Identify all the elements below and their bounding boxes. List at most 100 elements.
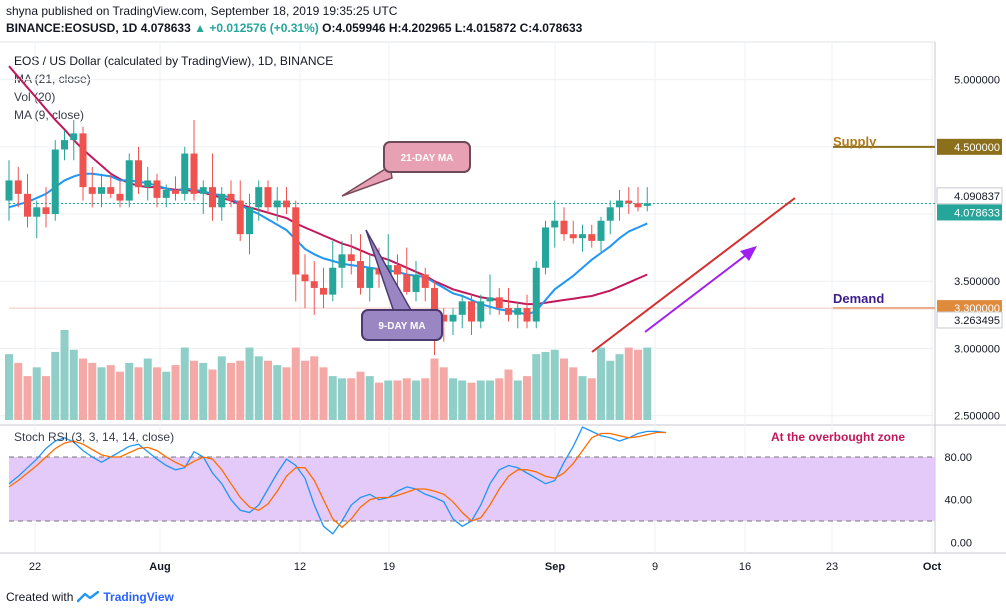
price-label-badge [937, 138, 1002, 155]
volume-bar [208, 369, 217, 420]
candle-body [144, 180, 152, 188]
candle-body [209, 187, 216, 208]
moving-averages [8, 65, 648, 316]
purple-trend-arrow[interactable] [644, 251, 751, 333]
stoch-tick-label: 0.00 [951, 537, 972, 549]
volume-bar [338, 378, 346, 420]
up-arrow-icon: ▲ [194, 21, 206, 35]
stoch-overbought-oversold-zone [9, 456, 935, 522]
volume-bar [97, 367, 106, 420]
candle-body [264, 187, 272, 208]
publisher-line: shyna published on TradingView.com, Sept… [6, 4, 398, 18]
supply-label: Supply [833, 134, 877, 149]
candle-body [181, 153, 189, 194]
candle-body [440, 314, 448, 322]
candle-body [292, 207, 300, 275]
candle-body [569, 234, 577, 239]
price-tick-label: 3.000000 [954, 343, 1000, 355]
candle-body [588, 234, 596, 241]
volume-bar [365, 376, 374, 420]
symbol-label[interactable]: BINANCE:EOSUSD, 1D [6, 21, 138, 35]
ma9-callout-label: 9-DAY MA [378, 321, 425, 332]
candle-body [107, 187, 115, 194]
volume-bar [116, 371, 124, 420]
volume-bar [125, 362, 134, 420]
volume-bar [421, 378, 430, 420]
volume-bar [282, 367, 291, 420]
volume-bar [375, 382, 383, 420]
ma9-callout-box[interactable] [361, 309, 443, 341]
candle-body [606, 207, 614, 221]
volume-bar [23, 376, 32, 420]
candle-body [273, 200, 281, 208]
candle-body [88, 187, 96, 194]
candle-body [477, 301, 485, 322]
candle-body [421, 274, 429, 288]
volume-bar [291, 347, 300, 420]
candle-body [116, 193, 124, 201]
chart-legend: EOS / US Dollar (calculated by TradingVi… [14, 52, 333, 124]
candle-body [283, 200, 290, 208]
volume-bar [504, 369, 513, 420]
candle-body [394, 265, 401, 275]
volume-bar [412, 380, 420, 420]
stoch-rsi-lines [8, 426, 666, 535]
candle-body [162, 189, 170, 198]
time-tick-label: Aug [149, 561, 170, 573]
candle-body [532, 267, 540, 322]
price-label-badge [936, 311, 1003, 329]
candle-body [329, 267, 337, 295]
volume-bar [319, 367, 328, 420]
candle-body [5, 180, 13, 201]
candle-body [597, 220, 605, 241]
stoch-zone-band [9, 457, 935, 521]
volume-bar [458, 380, 467, 420]
candle-body [320, 287, 327, 295]
volume-bars [5, 330, 652, 420]
legend-ma21[interactable]: MA (21, close) [14, 72, 91, 86]
ma21-callout-box[interactable] [383, 141, 471, 173]
candle-body [190, 153, 198, 194]
time-tick-label: 9 [652, 561, 658, 573]
candle-body [98, 187, 105, 194]
candle-body [579, 234, 586, 239]
legend-ma9[interactable]: MA (9, close) [14, 108, 85, 122]
candle-body [33, 207, 41, 217]
stoch-rsi-legend[interactable]: Stoch RSI (3, 3, 14, 14, close) [14, 430, 175, 444]
candle-body [514, 308, 522, 315]
change-value: +0.012576 (+0.31%) [209, 21, 319, 35]
time-tick-label: 22 [29, 561, 41, 573]
candle-body [468, 301, 475, 322]
close-value: C:4.078633 [519, 21, 583, 35]
volume-bar [495, 378, 504, 420]
volume-bar [162, 371, 171, 420]
time-tick-label: Sep [545, 561, 565, 573]
candle-body [449, 314, 457, 322]
volume-bar [153, 367, 161, 420]
candle-body [486, 297, 494, 302]
candle-body [643, 203, 651, 206]
candle-body [135, 160, 142, 188]
tradingview-brand[interactable]: TradingView [103, 590, 174, 604]
volume-bar [199, 362, 208, 420]
volume-bar [430, 358, 439, 420]
volume-bar [217, 356, 226, 420]
candle-body [523, 308, 531, 322]
overbought-label: At the overbought zone [771, 430, 905, 444]
candle-body [199, 187, 207, 194]
demand-label: Demand [833, 291, 884, 306]
volume-bar [624, 347, 633, 420]
candle-body [431, 287, 438, 315]
volume-bar [587, 378, 596, 420]
candle-body [542, 227, 549, 268]
time-tick-label: Oct [923, 561, 942, 573]
ma21-callout-label: 21-DAY MA [401, 153, 454, 164]
red-trendline[interactable] [591, 197, 796, 353]
volume-bar [190, 360, 198, 420]
created-with-text: Created with [6, 590, 74, 604]
volume-bar [606, 360, 615, 420]
price-axis: 5.000000 4.500000 4.090837 4.078633 3.500000… [936, 75, 1003, 423]
candle-body [616, 200, 623, 208]
candle-body [625, 200, 633, 204]
